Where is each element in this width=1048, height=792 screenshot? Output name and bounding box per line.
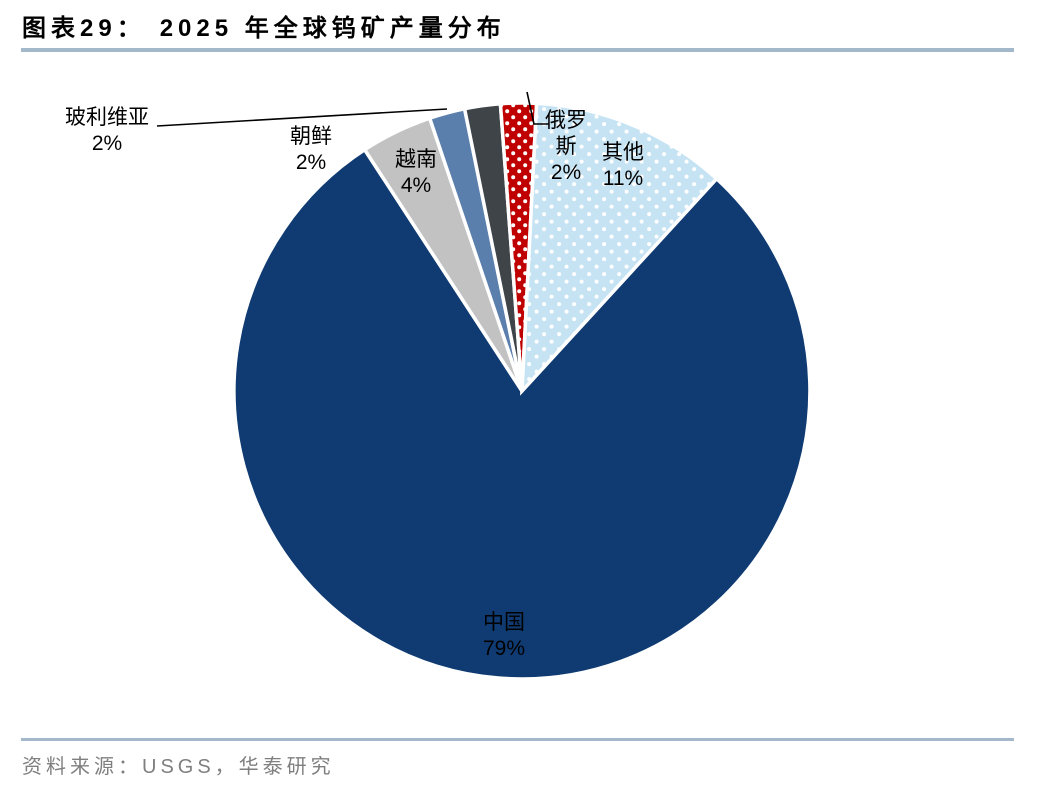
title-divider [21,48,1014,52]
footer-divider [21,738,1014,741]
slice-name: 其他 [602,141,644,164]
slice-label-bolivia: 玻利维亚 2% [27,105,187,157]
slice-name: 中国 [483,611,525,634]
leader-line-russia [526,91,549,125]
slice-value: 79% [482,637,526,660]
slice-name: 朝鲜 [290,125,332,148]
source-note: 资料来源：USGS，华泰研究 [22,756,335,778]
slice-name: 玻利维亚 [65,106,149,129]
slice-name: 越南 [395,148,437,171]
figure-header: 图表29： 2025 年全球钨矿产量分布 [22,8,506,42]
slice-value: 4% [400,174,432,197]
slice-label-others: 其他 11% [563,140,683,192]
slice-value: 2% [295,151,327,174]
pie-slice-china [232,147,812,681]
pie-slice-others [520,101,720,396]
figure-title: 2025 年全球钨矿产量分布 [159,15,506,42]
slice-name: 俄罗斯 [545,109,587,158]
slice-value: 2% [91,132,123,155]
figure-number-label: 图表29： [22,15,146,42]
slice-label-china: 中国 79% [444,610,564,662]
slice-value: 2% [550,161,582,184]
slice-value: 11% [602,167,644,190]
slice-label-korea: 朝鲜 2% [251,124,371,176]
leader-line-bolivia [156,108,448,127]
slice-label-vietnam: 越南 4% [356,147,476,199]
slice-label-russia: 俄罗斯 2% [540,108,592,186]
